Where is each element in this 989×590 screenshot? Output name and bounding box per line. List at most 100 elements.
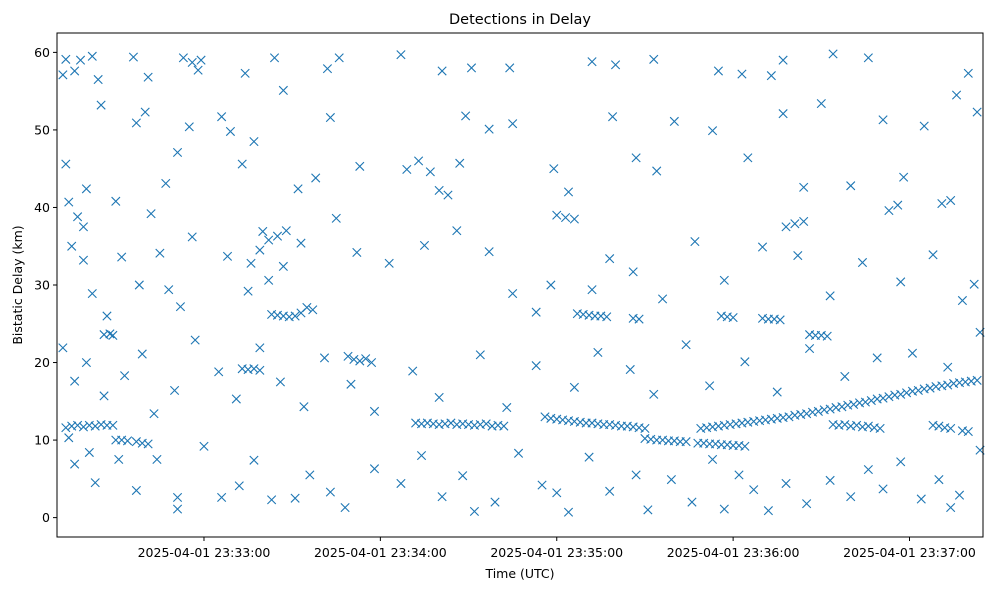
data-point <box>863 421 873 431</box>
data-point <box>369 406 380 416</box>
data-point <box>131 118 141 128</box>
data-point <box>140 107 150 117</box>
data-point <box>416 450 427 461</box>
data-point <box>625 364 635 375</box>
data-point <box>837 402 847 412</box>
data-point <box>143 72 153 82</box>
data-point <box>563 507 574 517</box>
data-point <box>872 353 882 363</box>
data-point <box>825 475 835 485</box>
data-point <box>305 470 315 480</box>
data-point <box>649 54 659 64</box>
data-point <box>587 285 597 295</box>
data-point <box>87 51 97 61</box>
data-point <box>352 247 362 258</box>
data-point <box>155 248 165 258</box>
data-point <box>896 457 906 467</box>
data-point <box>840 371 850 382</box>
plot-frame <box>56 32 984 538</box>
data-point <box>349 354 359 365</box>
data-point <box>264 275 274 285</box>
data-point <box>175 302 186 312</box>
data-point <box>419 240 430 251</box>
data-point <box>749 485 759 495</box>
data-point <box>255 365 265 375</box>
data-point <box>149 409 159 419</box>
data-point <box>455 158 465 168</box>
data-point <box>899 172 909 182</box>
data-point <box>272 231 283 241</box>
data-point <box>249 364 259 374</box>
data-point <box>937 198 947 209</box>
data-point <box>825 404 835 414</box>
data-point <box>531 307 541 317</box>
data-point <box>743 153 753 163</box>
data-point <box>643 505 653 515</box>
data-point <box>481 419 491 429</box>
data-point <box>875 423 885 434</box>
data-point <box>640 423 650 434</box>
data-point <box>325 487 335 497</box>
data-point <box>61 423 71 433</box>
data-point <box>943 380 953 390</box>
data-point <box>813 406 823 416</box>
data-point <box>258 226 268 237</box>
data-point <box>878 115 888 125</box>
data-point <box>184 122 194 132</box>
data-point <box>425 167 435 177</box>
data-point <box>355 356 365 366</box>
data-point <box>705 381 715 391</box>
data-point <box>840 419 850 430</box>
data-point <box>605 486 615 496</box>
data-point <box>58 343 68 353</box>
data-point <box>763 506 773 516</box>
data-point <box>957 295 968 306</box>
data-point <box>99 391 109 401</box>
data-point <box>72 420 83 430</box>
data-point <box>290 493 300 503</box>
data-point <box>355 161 365 171</box>
data-point <box>128 52 139 62</box>
data-point <box>90 478 100 488</box>
data-point <box>631 153 641 163</box>
data-point <box>916 494 926 504</box>
data-point <box>884 392 894 402</box>
data-point <box>152 454 162 465</box>
data-point <box>790 219 800 229</box>
data-point <box>111 196 121 206</box>
data-point <box>322 64 333 74</box>
data-point <box>778 109 788 119</box>
data-point <box>290 311 300 321</box>
data-point <box>443 190 453 200</box>
data-point <box>602 312 612 322</box>
data-point <box>896 277 906 287</box>
data-point <box>884 205 894 216</box>
data-point <box>434 392 444 403</box>
data-point <box>161 178 171 189</box>
data-point <box>102 311 112 321</box>
data-point <box>666 475 676 485</box>
data-point <box>846 181 856 191</box>
data-point <box>593 347 603 358</box>
data-point <box>681 340 691 350</box>
data-point <box>649 389 659 399</box>
data-point <box>484 124 494 134</box>
data-point <box>458 471 468 481</box>
data-point <box>469 506 480 517</box>
data-point <box>631 470 641 480</box>
data-point <box>240 68 250 78</box>
data-point <box>234 481 244 491</box>
data-point <box>713 66 724 76</box>
data-point <box>237 159 247 169</box>
data-point <box>896 389 906 399</box>
data-point <box>901 388 912 398</box>
data-point <box>278 85 288 95</box>
data-point <box>346 379 356 389</box>
data-point <box>190 335 200 345</box>
data-point <box>946 423 956 434</box>
data-point <box>196 55 206 65</box>
data-point <box>907 348 918 358</box>
data-point <box>569 214 579 224</box>
data-point <box>446 418 456 428</box>
data-point <box>143 439 153 449</box>
